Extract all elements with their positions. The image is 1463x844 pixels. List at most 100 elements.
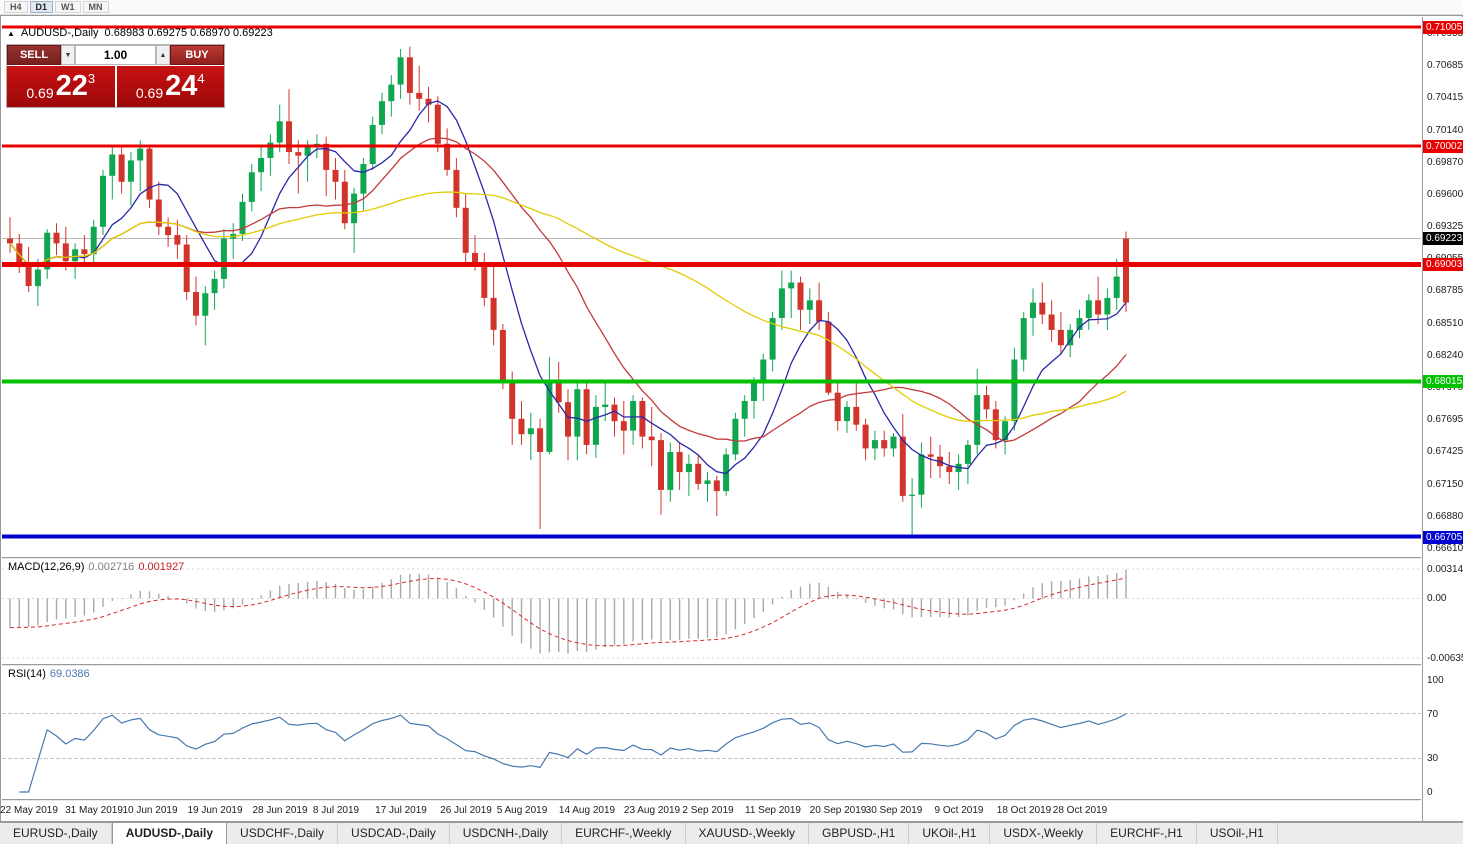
date-label: 28 Jun 2019 (252, 805, 308, 816)
date-label: 17 Jul 2019 (375, 805, 427, 816)
date-label: 31 May 2019 (65, 805, 123, 816)
timeframe-toolbar: H4 D1 W1 MN (0, 0, 1463, 15)
volume-down-button[interactable]: ▼ (61, 45, 75, 65)
pane-separator[interactable] (2, 557, 1421, 559)
date-label: 9 Oct 2019 (934, 805, 984, 816)
macd-chart (2, 568, 1421, 659)
price-tick: 0.67425 (1427, 446, 1463, 457)
price-tag: 0.69223 (1423, 232, 1463, 245)
macd-label: MACD(12,26,9) 0.002716 0.001927 (8, 561, 184, 573)
price-tick: 0.69870 (1427, 157, 1463, 168)
chart-header: ▲ AUDUSD-,Daily 0.68983 0.69275 0.68970 … (7, 27, 273, 39)
chart-tab-eurchf-h1[interactable]: EURCHF-,H1 (1097, 823, 1197, 844)
date-label: 19 Jun 2019 (187, 805, 243, 816)
trade-controls-row: SELL ▼ ▲ BUY (7, 45, 224, 65)
buy-price-big: 24 (165, 70, 198, 102)
sell-price-sup: 3 (87, 71, 96, 86)
macd-scale-label: -0.006353 (1427, 653, 1463, 664)
date-label: 8 Jul 2019 (312, 805, 360, 816)
price-tick: 0.66880 (1427, 511, 1463, 522)
rsi-scale-label: 30 (1427, 753, 1439, 764)
rsi-scale-label: 0 (1427, 787, 1433, 798)
volume-up-button[interactable]: ▲ (156, 45, 170, 65)
timeframe-button-h4[interactable]: H4 (4, 1, 28, 13)
rsi-name: RSI(14) (8, 668, 46, 680)
timeframe-button-w1[interactable]: W1 (55, 1, 81, 13)
macd-main-value: 0.002716 (88, 561, 135, 573)
candlestick-chart (2, 25, 1421, 539)
buy-price-panel[interactable]: 0.69 24 4 (116, 66, 224, 107)
chart-tab-eurusd-daily[interactable]: EURUSD-,Daily (0, 823, 112, 844)
time-axis[interactable]: 22 May 2019 31 May 2019 10 Jun 2019 19 Jun … (0, 801, 1421, 821)
pane-separator (2, 799, 1421, 801)
price-tick: 0.69600 (1427, 189, 1463, 200)
chart-tab-usdx-weekly[interactable]: USDX-,Weekly (990, 823, 1098, 844)
date-label: 23 Aug 2019 (623, 805, 681, 816)
timeframe-button-mn[interactable]: MN (82, 1, 109, 13)
date-label: 28 Oct 2019 (1052, 805, 1108, 816)
sell-price-big: 22 (55, 70, 88, 102)
main-chart-canvas[interactable]: ▲ AUDUSD-,Daily 0.68983 0.69275 0.68970 … (2, 17, 1421, 557)
price-tick: 0.66610 (1427, 543, 1463, 554)
date-label: 11 Sep 2019 (745, 805, 801, 816)
rsi-value: 69.0386 (49, 668, 90, 680)
chart-tab-audusd-daily[interactable]: AUDUSD-,Daily (111, 823, 228, 844)
chart-tab-ukoil-h1[interactable]: UKOil-,H1 (909, 823, 991, 844)
date-label: 18 Oct 2019 (996, 805, 1052, 816)
date-label: 2 Sep 2019 (682, 805, 734, 816)
chart-tab-gbpusd-h1[interactable]: GBPUSD-,H1 (809, 823, 910, 844)
chart-tab-eurchf-weekly[interactable]: EURCHF-,Weekly (562, 823, 686, 844)
date-label: 14 Aug 2019 (558, 805, 616, 816)
chart-tab-xauusd-weekly[interactable]: XAUUSD-,Weekly (686, 823, 809, 844)
price-tick: 0.70140 (1427, 125, 1463, 136)
date-label: 26 Jul 2019 (440, 805, 492, 816)
price-tag: 0.70002 (1423, 140, 1463, 153)
rsi-chart (2, 713, 1421, 793)
price-tick: 0.70685 (1427, 60, 1463, 71)
price-tag: 0.71005 (1423, 21, 1463, 34)
price-axis[interactable]: 0.709550.706850.704150.701400.698700.696… (1422, 17, 1463, 821)
price-tick: 0.68785 (1427, 285, 1463, 296)
pane-separator[interactable] (2, 664, 1421, 666)
macd-name: MACD(12,26,9) (8, 561, 85, 573)
sell-button[interactable]: SELL (7, 45, 61, 65)
rsi-scale-label: 100 (1427, 675, 1444, 686)
buy-button[interactable]: BUY (170, 45, 224, 65)
date-label: 10 Jun 2019 (122, 805, 178, 816)
buy-price-sup: 4 (197, 71, 205, 86)
chart-tab-bar: EURUSD-,Daily AUDUSD-,Daily USDCHF-,Daily U… (0, 822, 1463, 844)
chart-tab-usdchf-daily[interactable]: USDCHF-,Daily (227, 823, 339, 844)
price-tick: 0.68240 (1427, 350, 1463, 361)
chart-ohlc: 0.68983 0.69275 0.68970 0.69223 (104, 27, 273, 39)
date-label: 22 May 2019 (0, 805, 58, 816)
macd-scale-label: 0.003148 (1427, 564, 1463, 575)
trade-prices-row: 0.69 22 3 0.69 24 4 (7, 66, 224, 107)
price-tick: 0.69325 (1427, 221, 1463, 232)
rsi-label: RSI(14) 69.0386 (8, 668, 90, 680)
chart-tab-usdcad-daily[interactable]: USDCAD-,Daily (338, 823, 450, 844)
volume-input[interactable] (75, 45, 156, 65)
macd-pane[interactable]: MACD(12,26,9) 0.002716 0.001927 (2, 559, 1421, 664)
macd-signal-value: 0.001927 (138, 561, 185, 573)
date-label: 5 Aug 2019 (496, 805, 548, 816)
chart-tab-usoil-h1[interactable]: USOil-,H1 (1197, 823, 1278, 844)
macd-scale-label: 0.00 (1427, 593, 1447, 604)
timeframe-button-d1[interactable]: D1 (29, 1, 54, 13)
price-tick: 0.67695 (1427, 414, 1463, 425)
collapse-panel-icon[interactable]: ▲ (7, 28, 15, 38)
sell-price-panel[interactable]: 0.69 22 3 (7, 66, 115, 107)
chart-tab-usdcnh-daily[interactable]: USDCNH-,Daily (450, 823, 563, 844)
date-label: 30 Sep 2019 (865, 805, 923, 816)
date-label: 20 Sep 2019 (809, 805, 867, 816)
rsi-scale-label: 70 (1427, 709, 1439, 720)
price-tag: 0.68015 (1423, 375, 1463, 388)
chart-window: ▲ AUDUSD-,Daily 0.68983 0.69275 0.68970 … (0, 15, 1463, 822)
price-tag: 0.69003 (1423, 258, 1463, 271)
price-tick: 0.67150 (1427, 479, 1463, 490)
rsi-pane[interactable]: RSI(14) 69.0386 (2, 666, 1421, 799)
price-tick: 0.68510 (1427, 318, 1463, 329)
buy-price-prefix: 0.69 (135, 85, 164, 101)
sell-price-prefix: 0.69 (26, 85, 54, 101)
chart-title: AUDUSD-,Daily (20, 27, 99, 39)
